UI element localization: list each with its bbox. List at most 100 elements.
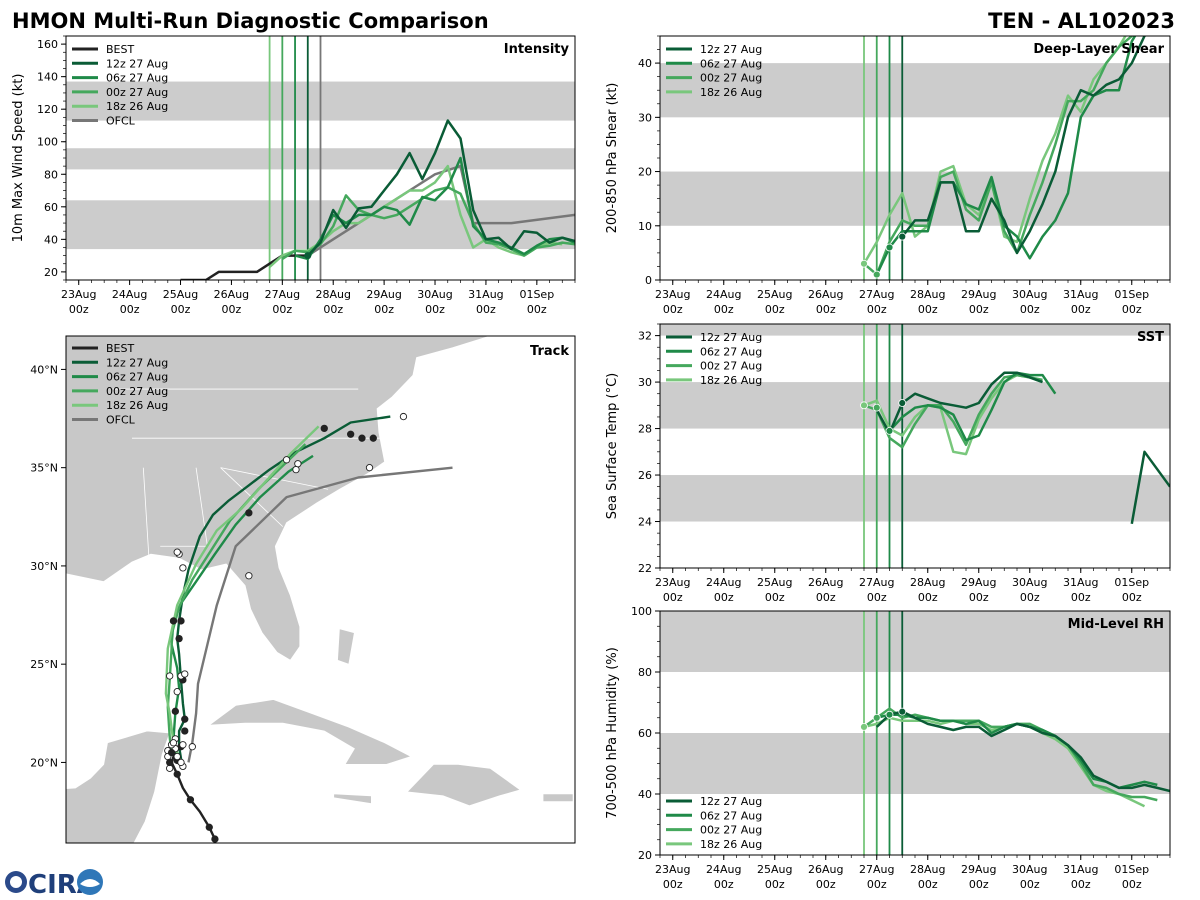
intensity-legend-label: OFCL bbox=[106, 115, 136, 128]
sst-x-tick-date: 27Aug bbox=[859, 576, 894, 589]
rh-plot-area bbox=[660, 611, 1170, 855]
rh-panel: 20 40 60 80 100 23Aug 00z 24Aug 00z 25Aug 00z 26Aug… bbox=[605, 605, 1171, 891]
sst-x-tick-hour: 00z bbox=[765, 591, 785, 604]
sst-series-line bbox=[888, 371, 1057, 442]
track-point bbox=[169, 617, 178, 625]
rh-y-tick-label: 60 bbox=[638, 727, 652, 740]
shear-y-tick-label: 10 bbox=[638, 220, 652, 233]
track-title: Track bbox=[530, 344, 569, 359]
intensity-x-tick-hour: 00z bbox=[272, 303, 292, 316]
sst-y-tick-label: 24 bbox=[638, 516, 652, 529]
sst-x-tick-hour: 00z bbox=[969, 591, 989, 604]
sst-y-tick-label: 28 bbox=[638, 423, 652, 436]
sst-init-marker bbox=[885, 426, 894, 435]
track-frame bbox=[65, 335, 576, 844]
shear-x-tick-hour: 00z bbox=[765, 303, 785, 316]
track-point bbox=[169, 739, 178, 747]
sst-series-line bbox=[1130, 450, 1170, 525]
intensity-x-tick-date: 24Aug bbox=[112, 288, 147, 301]
central-america-land bbox=[66, 842, 227, 843]
track-point bbox=[245, 509, 253, 517]
intensity-y-tick-label: 60 bbox=[44, 201, 58, 214]
intensity-x-tick-hour: 00z bbox=[374, 303, 394, 316]
intensity-y-axis-label: 10m Max Wind Speed (kt) bbox=[11, 74, 26, 243]
rh-init-marker bbox=[885, 710, 894, 719]
track-point bbox=[166, 764, 174, 772]
shear-x-tick-hour: 00z bbox=[1071, 303, 1091, 316]
intensity-plot-area bbox=[66, 36, 575, 280]
sst-legend-label: 06z 27 Aug bbox=[700, 345, 762, 358]
shear-x-tick-hour: 00z bbox=[816, 303, 836, 316]
shear-x-tick-date: 24Aug bbox=[706, 288, 741, 301]
rh-x-tick-hour: 00z bbox=[1122, 878, 1142, 891]
rh-x-tick-hour: 00z bbox=[918, 878, 938, 891]
intensity-x-tick-hour: 00z bbox=[171, 303, 191, 316]
shear-x-tick-date: 25Aug bbox=[757, 288, 792, 301]
intensity-y-tick-label: 160 bbox=[37, 38, 58, 51]
cira-logo: CIRA bbox=[5, 869, 103, 900]
sst-y-axis-label: Sea Surface Temp (°C) bbox=[605, 373, 620, 520]
track-point bbox=[175, 634, 183, 643]
sst-x-tick-date: 25Aug bbox=[757, 576, 792, 589]
shear-legend-label: 06z 27 Aug bbox=[700, 57, 762, 70]
shear-band bbox=[660, 171, 1170, 226]
sst-x-tick-date: 30Aug bbox=[1012, 576, 1047, 589]
sst-legend-label: 18z 26 Aug bbox=[700, 374, 762, 387]
shear-legend-label: 18z 26 Aug bbox=[700, 86, 762, 99]
shear-x-tick-date: 27Aug bbox=[859, 288, 894, 301]
intensity-x-tick-date: 27Aug bbox=[265, 288, 300, 301]
sst-legend-label: 12z 27 Aug bbox=[700, 331, 762, 344]
track-point bbox=[399, 412, 408, 421]
intensity-x-tick-hour: 00z bbox=[527, 303, 547, 316]
intensity-x-tick-hour: 00z bbox=[425, 303, 445, 316]
sst-x-tick-hour: 00z bbox=[1020, 591, 1040, 604]
sst-x-tick-date: 29Aug bbox=[961, 576, 996, 589]
shear-x-tick-hour: 00z bbox=[1122, 303, 1142, 316]
track-map-area bbox=[66, 336, 575, 843]
sst-x-tick-date: 01Sep bbox=[1114, 576, 1149, 589]
intensity-x-tick-date: 28Aug bbox=[315, 288, 350, 301]
shear-plot-area bbox=[660, 36, 1170, 280]
sst-band bbox=[660, 324, 1170, 336]
shear-series-line bbox=[901, 36, 1147, 255]
rh-y-axis-label: 700-500 hPa Humidity (%) bbox=[605, 647, 620, 819]
rh-x-tick-date: 01Sep bbox=[1114, 863, 1149, 876]
track-point bbox=[181, 670, 189, 678]
puerto-rico-land bbox=[542, 793, 574, 803]
intensity-y-tick-label: 40 bbox=[44, 233, 58, 246]
sst-y-tick-label: 30 bbox=[638, 376, 652, 389]
shear-series-line bbox=[875, 36, 1137, 276]
rh-x-tick-date: 31Aug bbox=[1063, 863, 1098, 876]
rh-y-tick-label: 80 bbox=[638, 666, 652, 679]
cira-logo-core bbox=[10, 876, 22, 888]
track-point bbox=[369, 434, 377, 442]
shear-legend-label: 00z 27 Aug bbox=[700, 72, 762, 85]
track-lat-label: 30°N bbox=[30, 560, 58, 573]
north-america-land bbox=[66, 336, 491, 661]
intensity-y-tick-label: 120 bbox=[37, 103, 58, 116]
track-point bbox=[166, 758, 174, 767]
sst-y-tick-label: 26 bbox=[638, 469, 652, 482]
intensity-x-tick-date: 23Aug bbox=[61, 288, 96, 301]
track-point bbox=[181, 715, 189, 723]
track-point bbox=[347, 430, 355, 438]
shear-x-tick-hour: 00z bbox=[969, 303, 989, 316]
rh-x-tick-hour: 00z bbox=[714, 878, 734, 891]
sst-init-marker bbox=[898, 399, 907, 407]
rh-x-tick-hour: 00z bbox=[1020, 878, 1040, 891]
intensity-series-line bbox=[180, 254, 308, 280]
intensity-y-tick-label: 100 bbox=[37, 136, 58, 149]
rh-y-tick-label: 100 bbox=[631, 605, 652, 618]
intensity-x-tick-date: 31Aug bbox=[468, 288, 503, 301]
sst-x-tick-hour: 00z bbox=[918, 591, 938, 604]
intensity-x-tick-hour: 00z bbox=[222, 303, 242, 316]
track-line bbox=[164, 425, 320, 763]
shear-x-tick-date: 26Aug bbox=[808, 288, 843, 301]
track-point bbox=[282, 456, 291, 464]
intensity-legend-label: 12z 27 Aug bbox=[106, 57, 168, 70]
track-legend-label: 12z 27 Aug bbox=[106, 356, 168, 369]
sst-y-tick-label: 32 bbox=[638, 330, 652, 343]
cuba-land bbox=[207, 699, 413, 765]
sst-init-marker bbox=[872, 403, 881, 412]
